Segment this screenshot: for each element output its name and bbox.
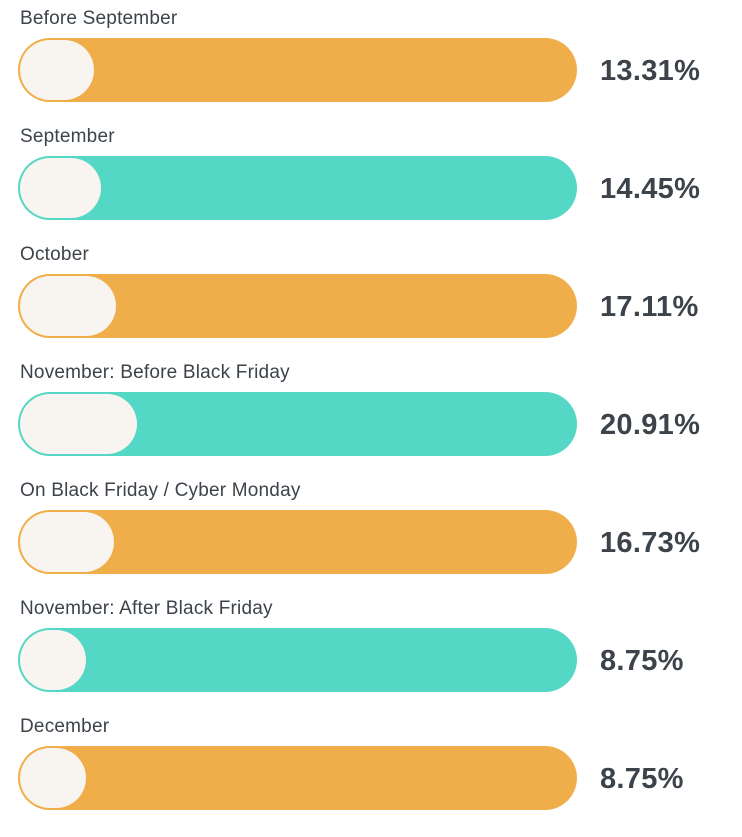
bar-line: 14.45% [18, 156, 742, 220]
bar-bubble [20, 630, 86, 690]
bar-row: December 8.75% [18, 716, 742, 834]
bar-label: On Black Friday / Cyber Monday [20, 480, 301, 501]
bar-bubble [20, 158, 101, 218]
bar-row: October 17.11% [18, 244, 742, 362]
bar-line: 8.75% [18, 628, 742, 692]
bar-label: Before September [20, 8, 178, 29]
bar-pill [18, 392, 577, 456]
bar-label: September [20, 126, 115, 147]
bar-value: 20.91% [600, 408, 701, 441]
bar-row: Before September 13.31% [18, 8, 742, 126]
bar-value: 17.11% [600, 290, 699, 323]
bar-row: November: Before Black Friday 20.91% [18, 362, 742, 480]
bar-row: September 14.45% [18, 126, 742, 244]
bar-bubble [20, 512, 114, 572]
bar-label: December [20, 716, 110, 737]
bar-value: 8.75% [600, 644, 684, 677]
bar-value: 14.45% [600, 172, 701, 205]
bar-value: 8.75% [600, 762, 684, 795]
bar-bubble [20, 394, 137, 454]
bar-row: On Black Friday / Cyber Monday 16.73% [18, 480, 742, 598]
bar-label: November: Before Black Friday [20, 362, 290, 383]
bar-row: November: After Black Friday 8.75% [18, 598, 742, 716]
bar-bubble [20, 748, 86, 808]
bar-bubble [20, 276, 116, 336]
bar-line: 13.31% [18, 38, 742, 102]
bar-value: 16.73% [600, 526, 701, 559]
bar-pill [18, 510, 577, 574]
bar-pill [18, 156, 577, 220]
bar-line: 8.75% [18, 746, 742, 810]
bar-label: November: After Black Friday [20, 598, 273, 619]
bar-bubble [20, 40, 95, 100]
bar-label: October [20, 244, 89, 265]
bar-line: 16.73% [18, 510, 742, 574]
bar-line: 20.91% [18, 392, 742, 456]
bar-pill [18, 274, 577, 338]
bar-pill [18, 746, 577, 810]
bar-line: 17.11% [18, 274, 742, 338]
bar-pill [18, 628, 577, 692]
bar-value: 13.31% [600, 54, 701, 87]
bar-pill [18, 38, 577, 102]
